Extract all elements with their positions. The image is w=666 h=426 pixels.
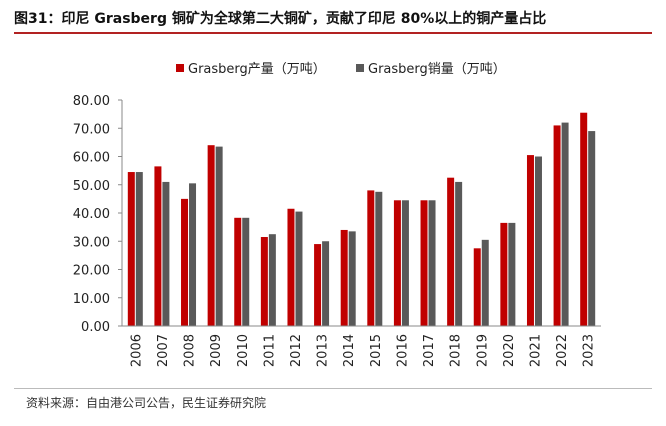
bar-production-2006	[127, 172, 135, 326]
bar-sales-2018	[455, 181, 463, 326]
bar-sales-2022	[561, 122, 569, 326]
bar-sales-2008	[189, 183, 197, 326]
bar-sales-2011	[268, 234, 276, 326]
x-axis: 2006 2007 2008 2009 2010 2011 2012 2013 2014 2015…	[122, 325, 601, 367]
title-rule	[14, 32, 652, 34]
y-tick-label: 70.00	[73, 122, 110, 137]
bar-chart: Grasberg产量（万吨） Grasberg销量（万吨） 0.00 10.00 20…	[73, 62, 601, 367]
bar-production-2017	[420, 200, 428, 326]
x-tick-label: 2010	[236, 334, 251, 367]
y-tick-label: 30.00	[73, 235, 110, 250]
bars	[127, 112, 596, 327]
bar-sales-2016	[401, 200, 409, 326]
x-tick-label: 2020	[502, 334, 517, 367]
bar-sales-2017	[428, 200, 436, 326]
bar-production-2023	[580, 112, 588, 327]
y-axis: 0.00 10.00 20.00 30.00 40.00 50.00 60.00 70.00 8…	[73, 94, 123, 335]
source-note: 资料来源：自由港公司公告，民生证券研究院	[26, 396, 267, 410]
legend-swatch-2	[356, 64, 364, 72]
y-tick-label: 80.00	[73, 94, 110, 109]
bar-production-2011	[260, 237, 268, 326]
bar-production-2007	[154, 166, 162, 326]
bar-sales-2012	[295, 211, 303, 326]
bar-production-2010	[234, 217, 242, 326]
bar-sales-2013	[322, 241, 330, 326]
legend-label-2: Grasberg销量（万吨）	[368, 62, 506, 77]
bar-sales-2006	[135, 172, 143, 326]
bar-sales-2010	[242, 217, 250, 326]
x-tick-label: 2019	[475, 334, 490, 367]
x-tick-label: 2014	[342, 334, 357, 367]
bar-sales-2015	[375, 191, 383, 326]
x-tick-label: 2023	[582, 334, 597, 367]
bar-production-2014	[340, 229, 348, 326]
bar-production-2013	[314, 244, 322, 326]
footer-rule	[14, 388, 652, 389]
bar-production-2012	[287, 208, 295, 326]
y-tick-label: 10.00	[73, 292, 110, 307]
x-tick-label: 2006	[129, 334, 144, 367]
x-tick-label: 2012	[289, 334, 304, 367]
bar-production-2016	[393, 200, 401, 326]
bar-sales-2007	[162, 181, 170, 326]
x-tick-label: 2009	[209, 334, 224, 367]
x-tick-label: 2008	[183, 334, 198, 367]
x-tick-label: 2021	[528, 334, 543, 367]
bar-production-2019	[473, 248, 481, 326]
legend-label-1: Grasberg产量（万吨）	[188, 62, 326, 77]
bar-production-2015	[367, 190, 375, 326]
y-tick-label: 50.00	[73, 179, 110, 194]
x-tick-label: 2018	[449, 334, 464, 367]
y-tick-label: 20.00	[73, 264, 110, 279]
y-tick-label: 40.00	[73, 207, 110, 222]
y-tick-label: 0.00	[81, 320, 110, 335]
bar-sales-2023	[588, 131, 596, 326]
bar-production-2020	[500, 222, 508, 326]
legend-swatch-1	[176, 64, 184, 72]
bar-production-2009	[207, 145, 215, 326]
y-tick-label: 60.00	[73, 151, 110, 166]
x-tick-label: 2011	[262, 334, 277, 367]
x-tick-label: 2015	[369, 334, 384, 367]
x-tick-label: 2007	[156, 334, 171, 367]
bar-production-2021	[526, 155, 534, 326]
bar-production-2022	[553, 125, 561, 326]
bar-sales-2019	[481, 239, 489, 326]
x-tick-label: 2013	[316, 334, 331, 367]
legend: Grasberg产量（万吨） Grasberg销量（万吨）	[176, 62, 506, 77]
bar-production-2018	[447, 177, 455, 326]
bar-production-2008	[181, 198, 189, 326]
chart-title: 图31：印尼 Grasberg 铜矿为全球第二大铜矿，贡献了印尼 80%以上的铜…	[14, 11, 547, 27]
x-tick-label: 2016	[395, 334, 410, 367]
x-tick-label: 2017	[422, 334, 437, 367]
bar-sales-2021	[534, 156, 542, 326]
x-tick-label: 2022	[555, 334, 570, 367]
bar-sales-2009	[215, 146, 223, 326]
bar-sales-2020	[508, 222, 516, 326]
bar-sales-2014	[348, 231, 356, 326]
